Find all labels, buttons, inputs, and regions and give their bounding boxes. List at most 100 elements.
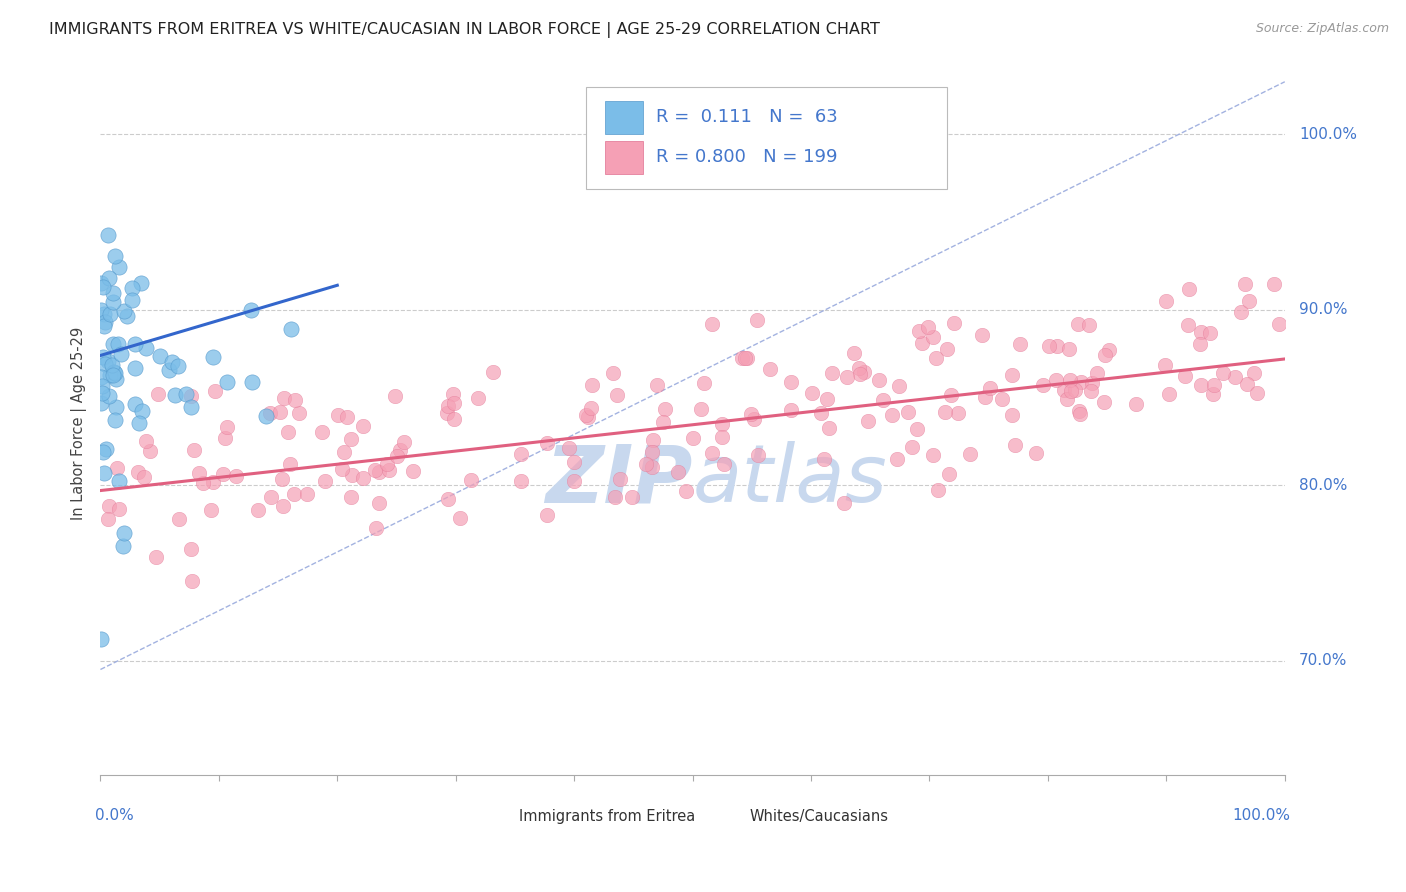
Point [104, 413, 127, 427]
Point [731, 351, 754, 365]
Point [603, 490, 626, 504]
Point [443, 395, 465, 409]
Text: R =  0.111   N =  63: R = 0.111 N = 63 [655, 108, 838, 126]
Point [94, 357, 117, 371]
Point [1060, 384, 1083, 398]
Text: 0.0%: 0.0% [94, 808, 134, 823]
Point [651, 415, 673, 429]
Point [1246, 385, 1268, 400]
Point [332, 445, 354, 459]
Point [1125, 397, 1147, 411]
Point [979, 381, 1001, 395]
Point [97, 389, 120, 403]
Point [127, 465, 149, 479]
Point [908, 324, 931, 338]
Point [711, 430, 734, 444]
Point [868, 373, 890, 387]
Point [1239, 294, 1261, 309]
Point [288, 406, 311, 420]
Point [167, 512, 190, 526]
Point [436, 399, 458, 413]
Point [609, 472, 631, 486]
Point [90, 632, 112, 647]
Point [278, 457, 301, 471]
Point [135, 434, 157, 448]
Point [97, 500, 120, 514]
Point [467, 391, 489, 405]
Point [103, 286, 125, 301]
FancyBboxPatch shape [605, 141, 643, 174]
Point [100, 358, 122, 372]
Point [311, 425, 333, 439]
Point [336, 409, 359, 424]
Point [200, 503, 222, 517]
Point [911, 335, 934, 350]
Point [700, 446, 723, 460]
Point [810, 406, 832, 420]
Point [121, 293, 143, 308]
Point [780, 403, 803, 417]
Point [1189, 325, 1212, 339]
Point [1070, 375, 1092, 389]
Point [160, 355, 183, 369]
Point [887, 378, 910, 392]
Point [856, 414, 879, 428]
Point [295, 487, 318, 501]
Point [925, 351, 948, 365]
Point [90, 370, 112, 384]
Point [180, 400, 202, 414]
Point [180, 389, 202, 403]
Point [181, 574, 204, 589]
Point [922, 448, 945, 462]
Point [93, 466, 115, 480]
Text: atlas: atlas [693, 441, 887, 519]
Point [641, 444, 664, 458]
Point [340, 467, 363, 482]
Point [97, 271, 120, 285]
Point [93, 351, 115, 365]
Point [225, 469, 247, 483]
Point [1046, 339, 1069, 353]
Point [1053, 383, 1076, 397]
Point [922, 330, 945, 344]
Point [747, 448, 769, 462]
Point [385, 450, 408, 464]
Point [128, 416, 150, 430]
Point [710, 417, 733, 432]
Point [212, 467, 235, 481]
Point [509, 474, 531, 488]
Point [103, 368, 125, 382]
Point [900, 440, 922, 454]
Point [214, 431, 236, 445]
Point [247, 503, 270, 517]
Point [124, 360, 146, 375]
Point [1025, 445, 1047, 459]
Point [713, 457, 735, 471]
Text: 90.0%: 90.0% [1299, 302, 1347, 318]
Point [90, 385, 112, 400]
Point [1094, 348, 1116, 362]
Point [96, 442, 118, 456]
Point [1199, 326, 1222, 340]
Point [936, 342, 959, 356]
Point [941, 388, 963, 402]
Point [392, 435, 415, 450]
Point [104, 400, 127, 414]
Point [101, 295, 124, 310]
Point [886, 452, 908, 467]
Point [844, 346, 866, 360]
Point [1032, 378, 1054, 392]
Point [917, 320, 939, 334]
Point [388, 442, 411, 457]
Point [536, 508, 558, 523]
Point [90, 302, 112, 317]
Point [105, 372, 128, 386]
Point [104, 366, 127, 380]
Point [352, 471, 374, 485]
Point [131, 403, 153, 417]
Point [641, 433, 664, 447]
Point [145, 549, 167, 564]
Point [239, 303, 262, 318]
Point [813, 452, 835, 467]
Point [1078, 318, 1101, 332]
